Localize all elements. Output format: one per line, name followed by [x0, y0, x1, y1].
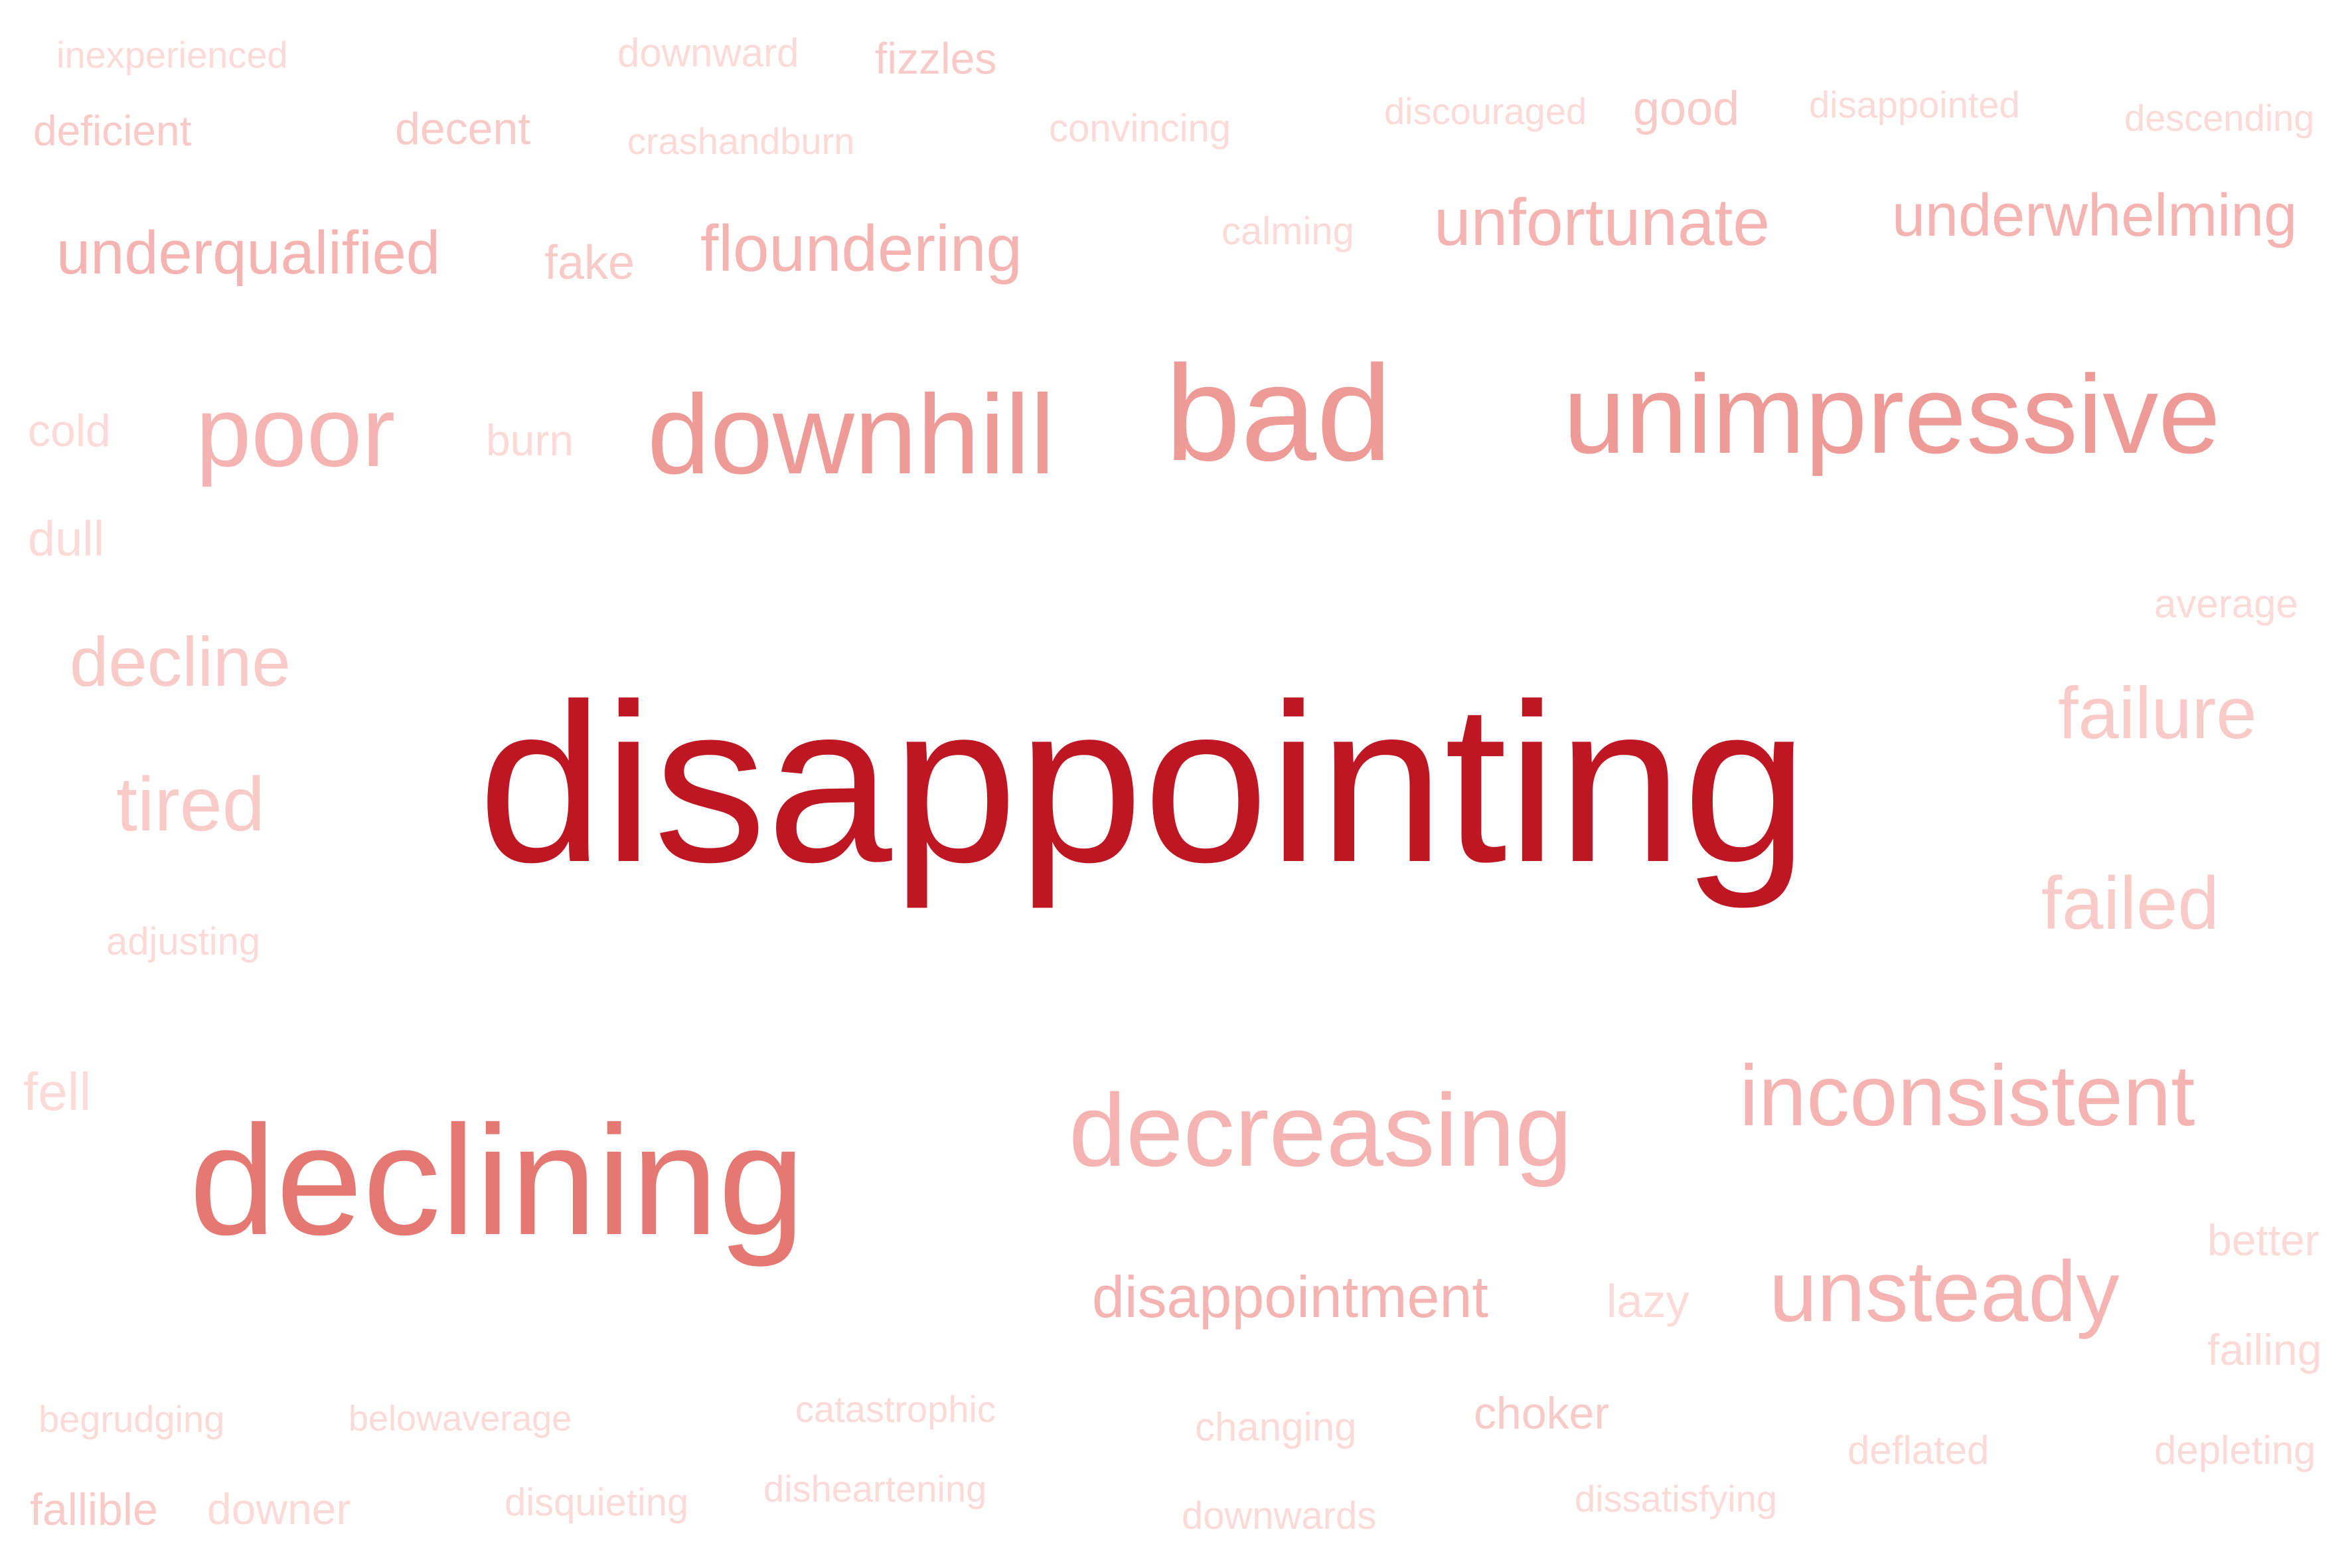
word-downward: downward	[617, 31, 799, 75]
word-decreasing: decreasing	[1069, 1073, 1573, 1188]
word-decline: decline	[70, 623, 291, 701]
word-downhill: downhill	[647, 372, 1056, 498]
word-belowaverage: belowaverage	[349, 1399, 572, 1439]
word-burn: burn	[486, 416, 574, 465]
word-fell: fell	[23, 1062, 92, 1121]
word-convincing: convincing	[1049, 107, 1231, 150]
word-disappointment: disappointment	[1092, 1264, 1488, 1330]
word-underwhelming: underwhelming	[1892, 183, 2298, 249]
word-cold: cold	[28, 406, 111, 456]
word-crashandburn: crashandburn	[627, 120, 855, 162]
word-inexperienced: inexperienced	[56, 34, 288, 76]
word-declining: declining	[189, 1093, 805, 1267]
word-discouraged: discouraged	[1384, 90, 1587, 132]
word-unimpressive: unimpressive	[1563, 352, 2221, 477]
word-deflated: deflated	[1847, 1428, 1990, 1472]
word-bad: bad	[1165, 337, 1393, 489]
word-changing: changing	[1195, 1405, 1357, 1449]
word-disappointed: disappointed	[1809, 84, 2020, 125]
word-depleting: depleting	[2154, 1428, 2316, 1472]
word-lazy: lazy	[1607, 1275, 1689, 1327]
word-better: better	[2207, 1215, 2319, 1265]
word-decent: decent	[395, 104, 531, 154]
word-fizzles: fizzles	[875, 34, 997, 83]
word-poor: poor	[196, 376, 396, 487]
word-underqualified: underqualified	[56, 219, 441, 287]
word-calming: calming	[1221, 210, 1354, 253]
word-choker: choker	[1474, 1388, 1610, 1439]
word-downwards: downwards	[1182, 1494, 1377, 1537]
word-average: average	[2154, 582, 2298, 626]
word-downer: downer	[207, 1484, 351, 1533]
word-tired: tired	[116, 762, 265, 847]
word-failing: failing	[2207, 1325, 2322, 1374]
word-dull: dull	[28, 511, 105, 566]
word-dissatisfying: dissatisfying	[1575, 1478, 1778, 1520]
word-floundering: floundering	[700, 212, 1022, 285]
word-unfortunate: unfortunate	[1434, 185, 1770, 260]
word-failure: failure	[2058, 672, 2257, 754]
word-adjusting: adjusting	[106, 920, 261, 963]
word-disappointing: disappointing	[478, 657, 1808, 909]
word-fake: fake	[544, 236, 635, 289]
word-fallible: fallible	[30, 1484, 158, 1535]
word-failed: failed	[2041, 862, 2219, 945]
word-unsteady: unsteady	[1769, 1243, 2120, 1340]
word-catastrophic: catastrophic	[795, 1388, 996, 1430]
word-deficient: deficient	[33, 107, 192, 155]
word-disheartening: disheartening	[763, 1468, 987, 1510]
word-disquieting: disquieting	[505, 1481, 689, 1524]
word-inconsistent: inconsistent	[1739, 1047, 2195, 1144]
word-begrudging: begrudging	[39, 1398, 225, 1440]
word-good: good	[1633, 82, 1740, 135]
word-descending: descending	[2124, 97, 2315, 139]
